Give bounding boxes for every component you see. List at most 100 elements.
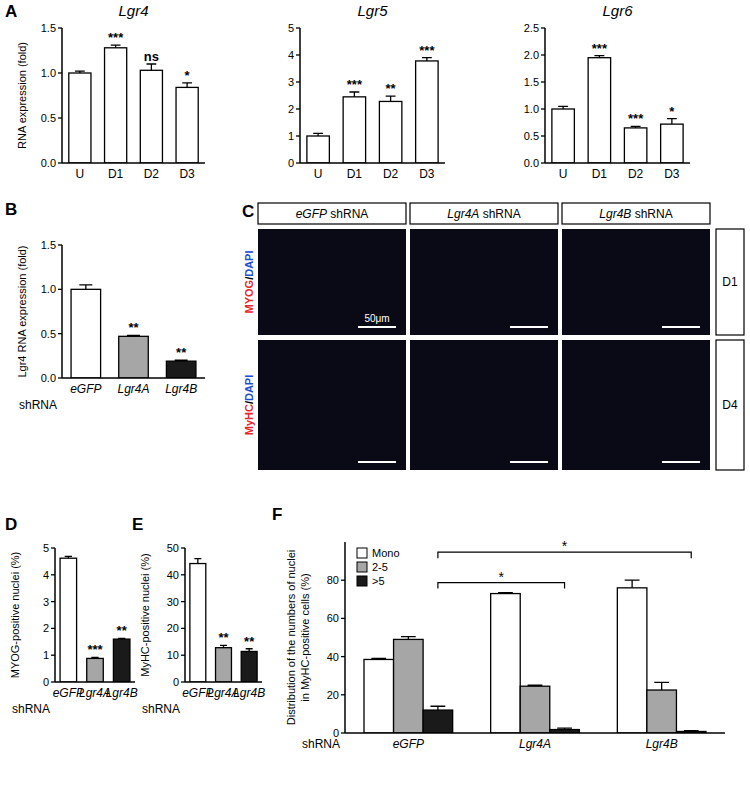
header-part: Lgr4B [599,207,631,221]
y-tick [341,618,345,619]
y-tick-label: 60 [327,612,339,624]
x-tick-label: D1 [108,167,124,181]
y-tick [341,694,345,695]
plot-marks [552,56,683,163]
y-tick-label: 1.5 [41,239,56,251]
error-bar [594,56,604,58]
x-tick-label: D2 [628,167,644,181]
significance-label: *** [628,111,644,126]
bar [87,658,104,682]
x-axis-label: shRNA [19,398,57,412]
significance-label: *** [347,77,363,92]
bar [176,87,198,163]
error-bar [684,730,699,732]
column-header: Lgr4B shRNA [599,207,672,221]
legend-label: Mono [372,547,400,559]
y-tick-label: 2.0 [524,49,539,61]
error-bar [422,58,432,61]
error-bar [146,64,156,70]
micrograph [562,340,710,470]
error-bar [313,133,323,136]
y-tick [541,135,545,136]
y-tick [58,72,62,73]
plot-marks [69,45,198,163]
significance-label: *** [592,41,608,56]
y-tick [58,333,62,334]
y-tick [58,27,62,28]
y-tick-label: 1 [43,649,49,661]
y-tick-label: 4 [288,49,294,61]
bar [113,639,130,682]
x-axis [55,681,135,683]
chart-title: Lgr5 [357,2,388,19]
x-tick-label: U [314,167,323,181]
y-axis-label: in MyHC-positive cells (%) [299,573,311,701]
significance-label: ** [128,320,139,335]
y-tick [51,681,55,682]
error-bar [667,119,677,124]
y-tick-label: 1 [288,130,294,142]
y-tick [541,54,545,55]
y-tick [58,289,62,290]
y-tick [58,244,62,245]
x-axis [345,732,725,734]
bar [552,109,574,163]
bar [491,594,521,733]
y-tick [51,655,55,656]
y-tick [541,27,545,28]
bar [423,710,453,733]
micrograph [258,229,406,335]
bar [364,659,394,733]
column-header-box [410,203,558,224]
legend-label: 2-5 [372,561,388,573]
y-tick-label: 0.5 [524,130,539,142]
error-bar [182,83,192,88]
y-tick [341,732,345,733]
x-tick-label: Lgr4B [165,382,197,396]
x-tick-label: Lgr4B [106,686,138,700]
x-tick-label: Lgr4A [519,737,551,751]
y-tick [296,27,300,28]
y-tick-label: 1.0 [41,283,56,295]
row-stain-label: MyHC/DAPI [243,375,255,436]
x-tick-label: D3 [664,167,680,181]
y-tick [181,681,185,682]
x-tick-label: D3 [179,167,195,181]
error-bar [91,657,98,658]
y-tick-label: 40 [167,569,179,581]
scale-bar [510,326,548,328]
bar [190,564,206,682]
column-header: Lgr4A shRNA [447,207,520,221]
bar [343,97,365,163]
y-tick [181,574,185,575]
significance-label: ** [218,630,229,645]
x-tick-label: D1 [347,167,363,181]
header-part: shRNA [330,207,368,221]
panel-label: D [5,515,17,534]
stain-part: DAPI [243,375,255,401]
micrograph [410,229,558,335]
y-tick-label: 0 [173,676,179,688]
y-tick [58,117,62,118]
x-axis [62,377,205,379]
y-tick-label: 3 [288,76,294,88]
x-tick-label: Lgr4B [233,686,265,700]
error-bar [498,592,513,594]
bar [119,336,149,378]
bar [216,648,232,682]
error-bar [111,45,121,48]
x-axis-label: shRNA [12,702,50,716]
error-bar [220,645,227,647]
significance-label: *** [87,642,103,657]
bar [71,289,101,378]
significance-label: ** [386,81,397,96]
significance-label: ** [244,634,255,649]
row-day-box [716,340,744,470]
y-tick-label: 0 [288,157,294,169]
bar [140,70,162,163]
x-tick-label: Lgr4A [117,382,149,396]
x-tick-label: eGFP [70,382,101,396]
y-axis [299,28,301,163]
y-tick [51,574,55,575]
bar [661,124,683,163]
